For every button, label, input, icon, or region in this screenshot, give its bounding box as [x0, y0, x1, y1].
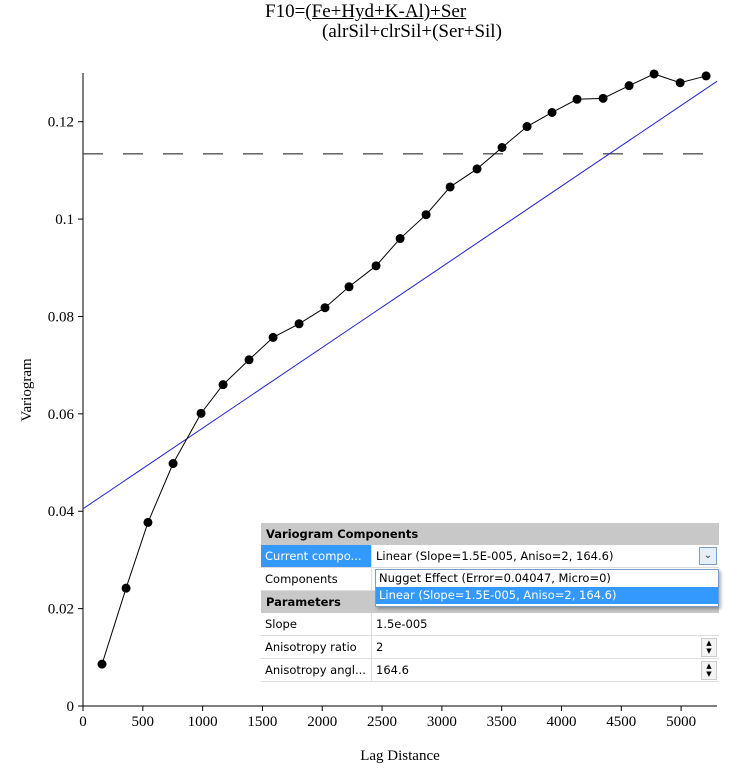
current-component-label: Current compo...: [261, 545, 372, 567]
data-point: [371, 261, 381, 271]
slope-input[interactable]: 1.5e-005: [376, 617, 428, 631]
anisotropy-angle-row: Anisotropy angl... 164.6 ▲ ▼: [261, 659, 719, 682]
data-point: [497, 142, 507, 152]
y-tick-label: 0.06: [48, 407, 75, 423]
x-tick-label: 4000: [546, 714, 576, 730]
component-dropdown-list[interactable]: Nugget Effect (Error=0.04047, Micro=0) L…: [375, 569, 719, 607]
slope-row: Slope 1.5e-005: [261, 613, 719, 636]
y-tick-label: 0.12: [48, 115, 74, 131]
data-point: [344, 282, 354, 292]
data-point: [320, 303, 330, 313]
title-numerator: (Fe+Hyd+K-Al)+Ser: [305, 1, 467, 22]
data-point: [649, 69, 659, 79]
data-point: [624, 81, 634, 91]
data-point: [97, 659, 107, 669]
data-point: [675, 78, 685, 88]
anisotropy-ratio-input[interactable]: 2 ▲ ▼: [372, 636, 719, 658]
title-denominator: (alrSil+clrSil+(Ser+Sil): [322, 21, 502, 42]
data-point: [522, 122, 532, 132]
x-tick-label: 4500: [606, 714, 636, 730]
current-component-value: Linear (Slope=1.5E-005, Aniso=2, 164.6): [376, 549, 614, 563]
x-tick-label: 2000: [307, 714, 337, 730]
anisotropy-ratio-value: 2: [376, 640, 384, 654]
anisotropy-ratio-row: Anisotropy ratio 2 ▲ ▼: [261, 636, 719, 659]
data-point: [294, 319, 304, 329]
y-axis-label: Variogram: [19, 358, 35, 422]
x-tick-label: 3500: [487, 714, 517, 730]
data-point: [268, 332, 278, 342]
x-tick-label: 500: [132, 714, 155, 730]
chevron-down-icon[interactable]: ⌄: [699, 547, 717, 565]
data-point: [196, 408, 206, 418]
spinner-icon[interactable]: ▲ ▼: [701, 638, 717, 657]
model-line: [82, 80, 718, 510]
data-point: [143, 517, 153, 527]
y-tick-label: 0.08: [48, 309, 74, 325]
spinner-icon[interactable]: ▲ ▼: [701, 661, 717, 680]
section-header-variogram-components: Variogram Components: [261, 523, 719, 545]
data-point: [701, 71, 711, 81]
data-point: [121, 583, 131, 593]
dropdown-option-nugget[interactable]: Nugget Effect (Error=0.04047, Micro=0): [379, 571, 611, 585]
y-tick-label: 0: [67, 699, 75, 715]
data-point: [244, 355, 254, 365]
data-point: [547, 107, 557, 117]
data-point: [421, 210, 431, 220]
anisotropy-angle-value: 164.6: [376, 663, 409, 677]
x-tick-label: 1500: [247, 714, 277, 730]
x-tick-label: 0: [79, 714, 87, 730]
data-point: [445, 182, 455, 192]
anisotropy-angle-input[interactable]: 164.6 ▲ ▼: [372, 659, 719, 681]
data-point: [218, 380, 228, 390]
y-tick-label: 0.02: [48, 602, 74, 618]
x-tick-label: 5000: [666, 714, 696, 730]
anisotropy-angle-label: Anisotropy angl...: [261, 659, 372, 681]
x-tick-label: 3000: [427, 714, 457, 730]
dropdown-option-linear[interactable]: Linear (Slope=1.5E-005, Aniso=2, 164.6): [376, 587, 718, 604]
data-point: [168, 459, 178, 469]
current-component-select[interactable]: Linear (Slope=1.5E-005, Aniso=2, 164.6) ⌄: [372, 545, 719, 567]
y-tick-label: 0.04: [48, 504, 75, 520]
current-component-row[interactable]: Current compo... Linear (Slope=1.5E-005,…: [261, 545, 719, 568]
anisotropy-ratio-label: Anisotropy ratio: [261, 636, 372, 658]
x-tick-label: 1000: [188, 714, 218, 730]
x-axis-label: Lag Distance: [360, 748, 440, 764]
data-point: [472, 164, 482, 174]
y-tick-label: 0.1: [55, 212, 74, 228]
title-prefix: F10=: [265, 1, 306, 22]
x-tick-label: 2500: [367, 714, 397, 730]
data-point: [395, 234, 405, 244]
components-label: Components: [261, 568, 372, 590]
data-point: [572, 94, 582, 104]
data-point: [598, 93, 608, 103]
slope-label: Slope: [261, 613, 372, 635]
